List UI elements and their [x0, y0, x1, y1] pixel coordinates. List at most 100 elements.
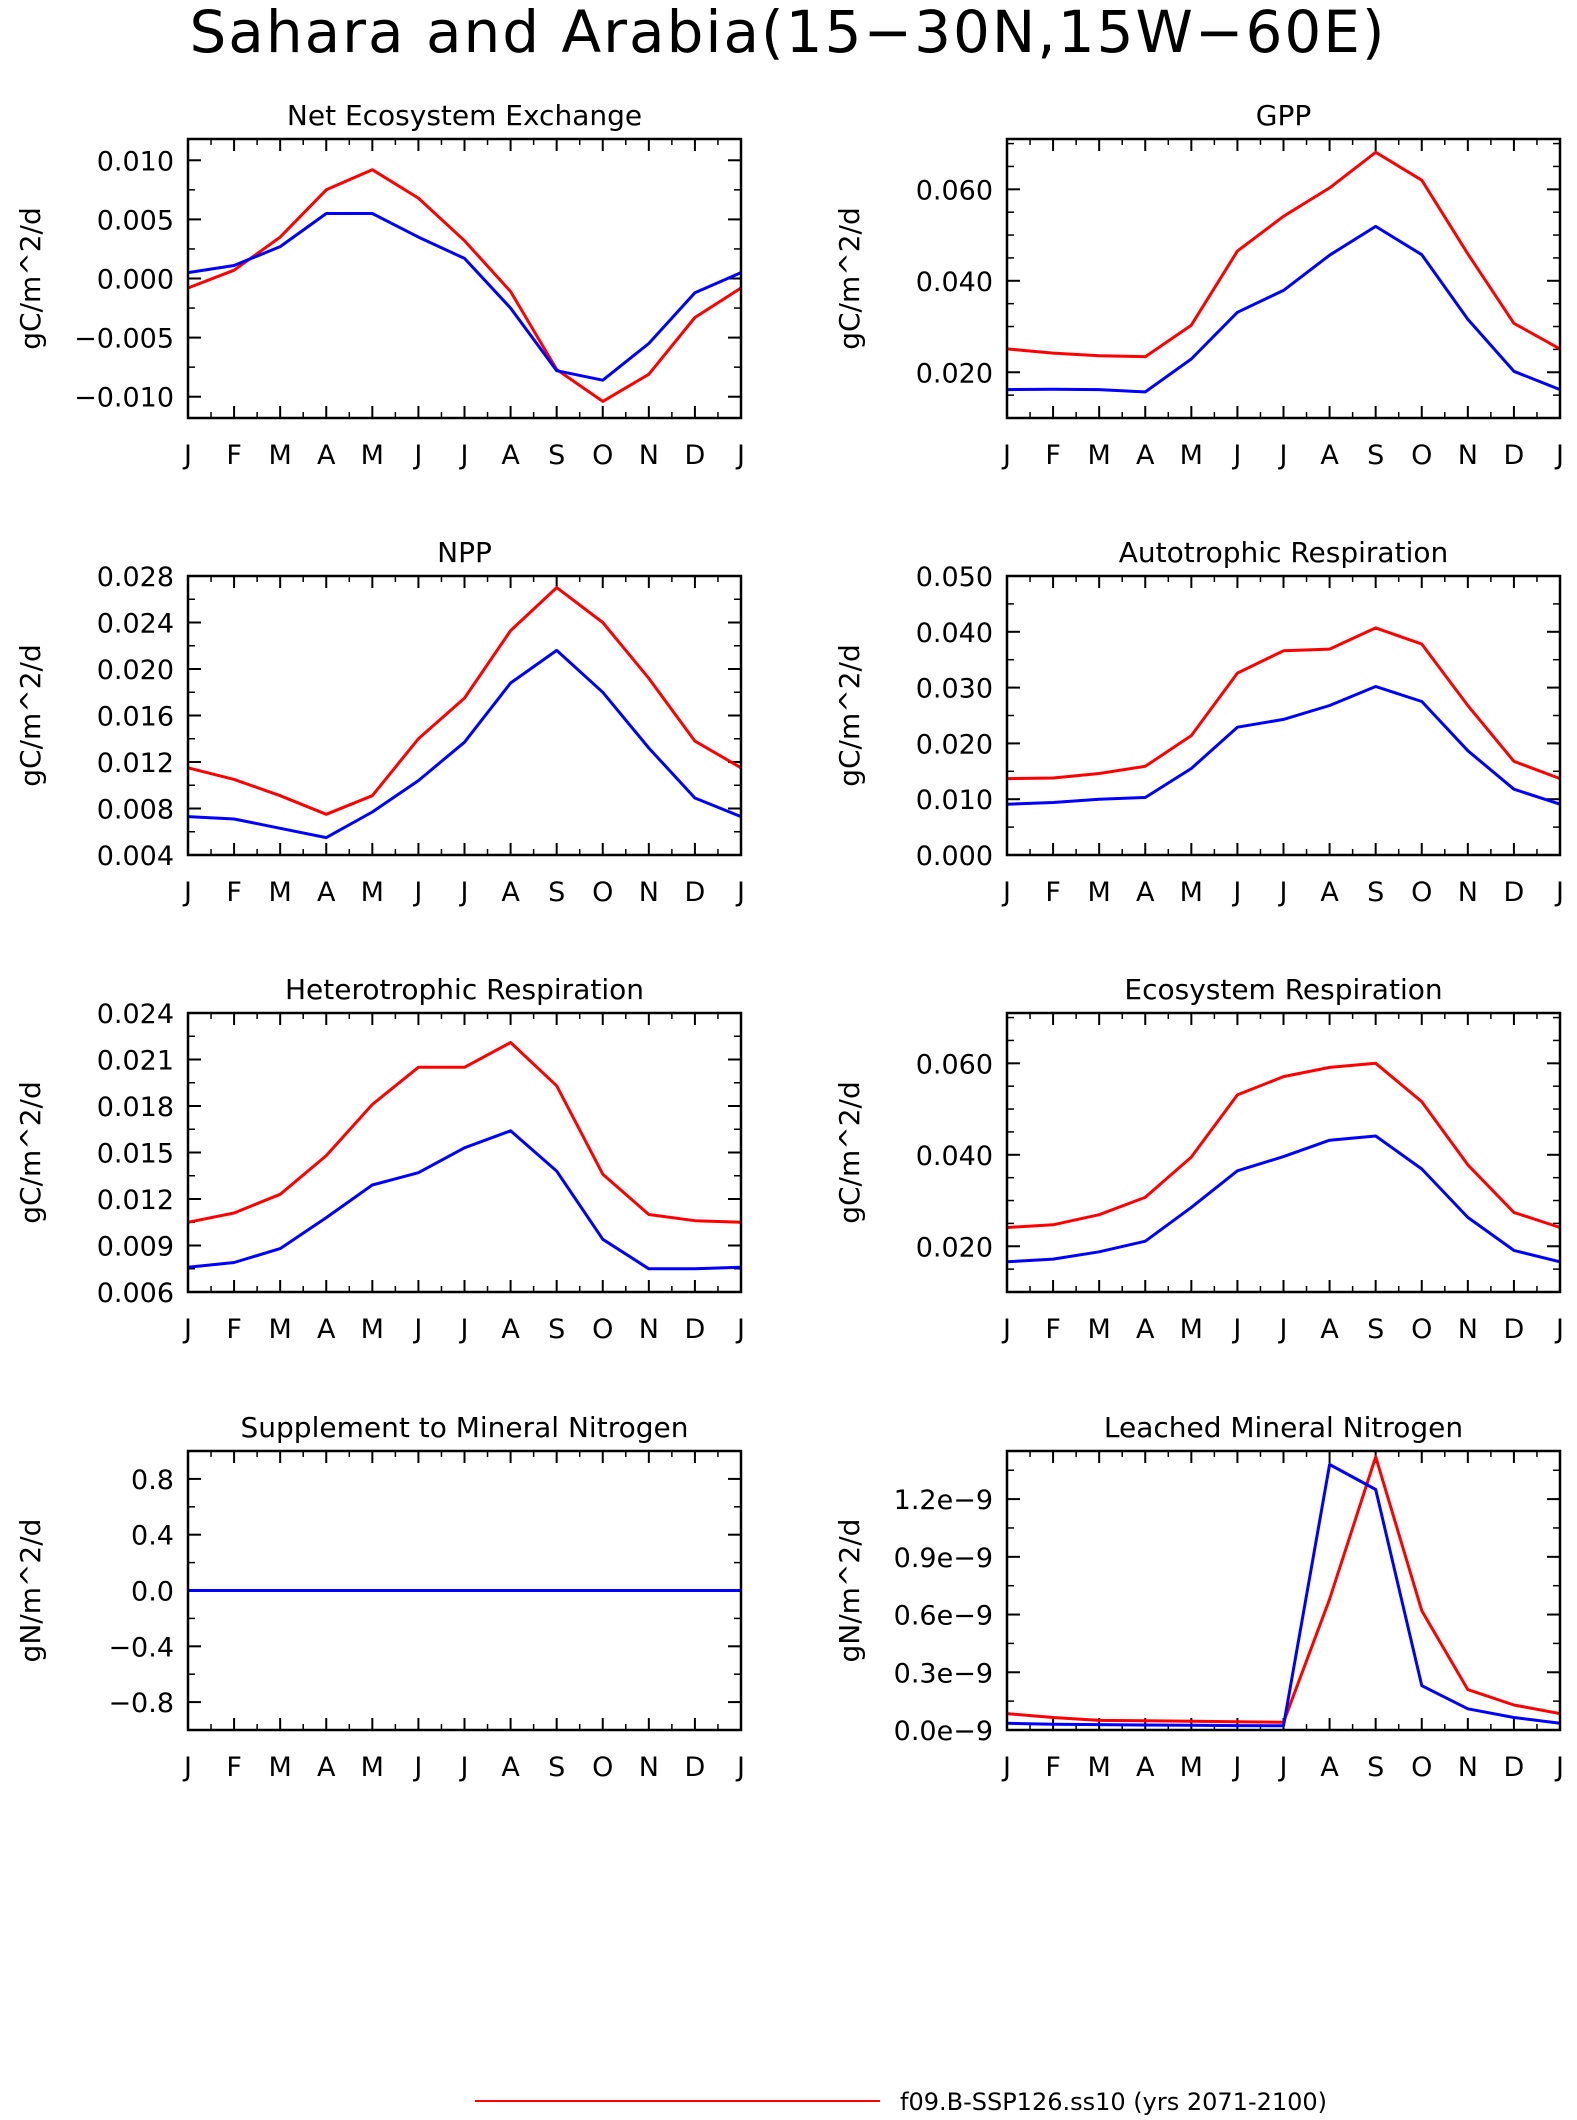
x-tick-label: O: [1411, 440, 1432, 471]
x-tick-label: N: [1458, 440, 1478, 471]
y-tick-label: 0.000: [916, 841, 993, 872]
y-tick-label: 0.0: [131, 1577, 174, 1608]
x-tick-label: A: [317, 1752, 336, 1783]
x-tick-label: N: [639, 1752, 659, 1783]
x-tick-label: O: [1411, 1752, 1432, 1783]
y-tick-label: 0.018: [97, 1092, 174, 1123]
x-tick-label: J: [735, 1314, 745, 1345]
x-tick-label: S: [548, 877, 565, 908]
x-tick-label: M: [361, 1752, 384, 1783]
x-tick-label: N: [639, 440, 659, 471]
y-axis-label: gN/m^2/d: [14, 1519, 47, 1663]
x-tick-label: J: [459, 1752, 469, 1783]
x-tick-label: J: [1554, 877, 1564, 908]
x-tick-label: M: [269, 440, 292, 471]
y-tick-label: 0.012: [97, 748, 174, 779]
x-tick-label: M: [1180, 440, 1203, 471]
y-tick-label: −0.4: [108, 1632, 174, 1663]
series-line-red: [1006, 150, 1561, 359]
series-line-blue: [187, 212, 742, 382]
x-tick-label: D: [1504, 440, 1525, 471]
plot-frame: [1005, 1449, 1562, 1732]
x-tick-label: M: [269, 877, 292, 908]
y-tick-label: 0.005: [97, 205, 174, 236]
x-tick-label: J: [1001, 440, 1011, 471]
x-tick-label: N: [1458, 877, 1478, 908]
y-tick-label: 0.060: [916, 1049, 993, 1080]
y-tick-label: 0.006: [97, 1278, 174, 1309]
x-tick-label: A: [1136, 1314, 1155, 1345]
panel-title: Supplement to Mineral Nitrogen: [241, 1411, 689, 1444]
x-tick-label: J: [182, 440, 192, 471]
x-tick-label: J: [1278, 1752, 1288, 1783]
x-tick-label: D: [1504, 1314, 1525, 1345]
y-axis-label: gN/m^2/d: [833, 1519, 866, 1663]
x-tick-label: M: [1180, 1752, 1203, 1783]
plot-frame: [186, 1449, 743, 1732]
x-tick-label: D: [1504, 877, 1525, 908]
x-tick-label: O: [1411, 1314, 1432, 1345]
y-tick-label: 0.0e−9: [894, 1716, 993, 1747]
x-tick-label: J: [459, 440, 469, 471]
x-tick-label: J: [735, 1752, 745, 1783]
y-axis-label: gC/m^2/d: [14, 207, 47, 350]
x-tick-label: A: [1136, 1752, 1155, 1783]
y-tick-label: 0.040: [916, 267, 993, 298]
x-tick-label: F: [1045, 440, 1061, 471]
y-tick-label: 0.024: [97, 999, 174, 1030]
y-tick-label: 0.060: [916, 175, 993, 206]
x-tick-label: J: [1001, 1314, 1011, 1345]
y-tick-label: 0.024: [97, 609, 174, 640]
x-tick-label: S: [548, 1314, 565, 1345]
y-tick-label: 0.012: [97, 1185, 174, 1216]
y-tick-label: 0.3e−9: [894, 1658, 993, 1689]
y-tick-label: 0.020: [916, 729, 993, 760]
x-tick-label: A: [1136, 877, 1155, 908]
x-tick-label: A: [317, 877, 336, 908]
y-tick-label: 0.028: [97, 562, 174, 593]
x-tick-label: J: [1231, 877, 1241, 908]
x-tick-label: M: [1088, 877, 1111, 908]
x-tick-label: A: [1136, 440, 1155, 471]
x-tick-label: A: [1320, 1752, 1339, 1783]
y-axis-label: gC/m^2/d: [833, 207, 866, 350]
legend: f09.B-SSP126.ss10 (yrs 2071-2100): [475, 2088, 1327, 2116]
x-tick-label: D: [685, 440, 706, 471]
x-tick-label: M: [1180, 877, 1203, 908]
y-tick-label: 0.8: [131, 1465, 174, 1496]
series-line-red: [1006, 1061, 1561, 1229]
x-tick-label: A: [317, 440, 336, 471]
panel-title: Leached Mineral Nitrogen: [1104, 1411, 1463, 1444]
y-tick-label: 0.010: [916, 785, 993, 816]
series-line-red: [187, 168, 742, 403]
legend-label-case1: f09.B-SSP126.ss10 (yrs 2071-2100): [900, 2088, 1327, 2116]
x-tick-label: S: [1367, 440, 1384, 471]
x-tick-label: J: [182, 1752, 192, 1783]
x-tick-label: O: [592, 877, 613, 908]
series-line-blue: [1006, 685, 1561, 806]
y-tick-label: −0.8: [108, 1688, 174, 1719]
y-tick-label: 0.020: [916, 1232, 993, 1263]
x-tick-label: J: [735, 440, 745, 471]
y-tick-label: −0.010: [74, 383, 174, 414]
x-tick-label: F: [1045, 1752, 1061, 1783]
x-tick-label: A: [1320, 440, 1339, 471]
x-tick-label: A: [501, 1314, 520, 1345]
x-tick-label: N: [1458, 1314, 1478, 1345]
x-tick-label: D: [685, 1314, 706, 1345]
x-tick-label: J: [412, 440, 422, 471]
x-tick-label: A: [1320, 1314, 1339, 1345]
plot-frame: [1005, 574, 1562, 857]
series-line-red: [187, 1041, 742, 1224]
x-tick-label: O: [592, 440, 613, 471]
chart-panel: Supplement to Mineral Nitrogen gN/m^2/d J F…: [14, 1411, 745, 1783]
y-tick-label: 0.040: [916, 1141, 993, 1172]
y-tick-label: 1.2e−9: [894, 1485, 993, 1516]
y-tick-label: 0.004: [97, 841, 174, 872]
